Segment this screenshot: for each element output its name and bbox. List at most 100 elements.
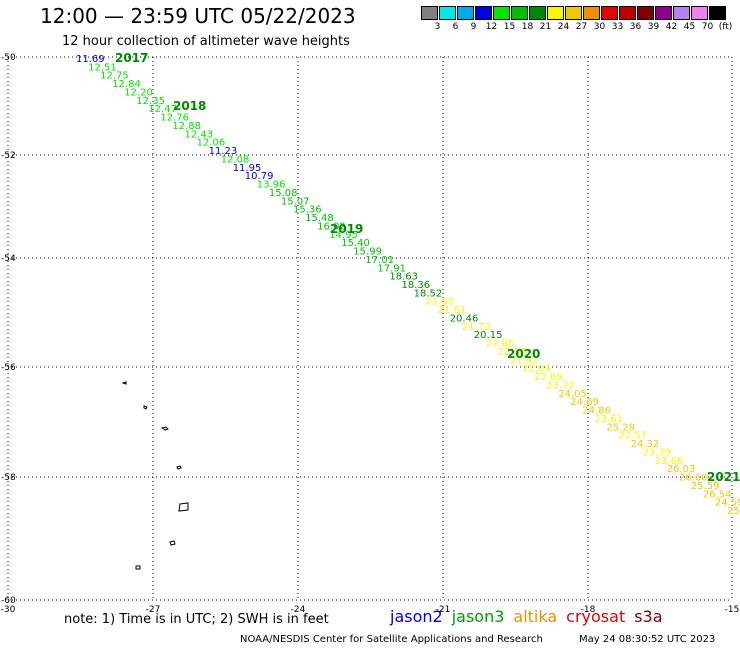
color-label: 33 (611, 22, 624, 32)
lon-tick-label: -18 (581, 605, 596, 615)
wave-height-label: 18.63 (389, 272, 418, 283)
note-text: note: 1) Time is in UTC; 2) SWH is in fe… (64, 612, 329, 627)
color-swatch (583, 6, 600, 20)
wave-height-label: 26.60 (679, 473, 708, 484)
wave-height-label: 15.40 (341, 238, 370, 249)
lon-tick-label: -30 (1, 605, 16, 615)
wave-height-label: 23.61 (594, 414, 623, 425)
color-label: 15 (503, 22, 516, 32)
color-label: 27 (575, 22, 588, 32)
wave-height-label: 12.47 (148, 104, 177, 115)
wave-height-label: 20.15 (474, 330, 503, 341)
satellite-cryosat: cryosat (566, 607, 626, 626)
wave-height-label: 14.95 (329, 230, 358, 241)
island (135, 565, 141, 570)
color-swatch (709, 6, 726, 20)
color-swatch (655, 6, 672, 20)
chart-title: 12:00 — 23:59 UTC 05/22/2023 (40, 4, 356, 28)
color-label: 36 (629, 22, 642, 32)
wave-height-label: 12.43 (185, 129, 214, 140)
wave-height-label: 12.76 (160, 113, 189, 124)
color-label: 42 (665, 22, 678, 32)
year-label: 2018 (173, 99, 206, 113)
wave-height-label: 12.75 (100, 71, 129, 82)
wave-height-label: 23.72 (546, 380, 575, 391)
color-label: 6 (452, 22, 459, 32)
wave-height-label: 12.08 (221, 154, 250, 165)
wave-height-label: 17.91 (377, 263, 406, 274)
color-label: (ft) (718, 22, 733, 32)
color-swatch (439, 6, 456, 20)
wave-height-label: 22.69 (534, 372, 563, 383)
wave-height-label: 15.99 (353, 247, 382, 258)
wave-height-label: 24.05 (558, 389, 587, 400)
wave-height-label: 15.36 (293, 205, 322, 216)
lat-tick-label: -50 (1, 53, 16, 63)
color-label: 3 (434, 22, 441, 32)
credit-text: NOAA/NESDIS Center for Satellite Applica… (240, 634, 543, 645)
lat-tick-label: -60 (1, 596, 16, 606)
wave-height-label: 24.86 (582, 406, 611, 417)
year-label: 2021 (707, 470, 740, 484)
color-label: 9 (470, 22, 477, 32)
color-label: 18 (521, 22, 534, 32)
island (121, 381, 127, 385)
year-label: 2017 (115, 51, 148, 65)
wave-height-label: 12.84 (112, 79, 141, 90)
satellite-legend: jason2 jason3 altika cryosat s3a (390, 607, 672, 626)
wave-height-label: 22.36 (498, 347, 527, 358)
color-swatch (457, 6, 474, 20)
wave-height-label: 26.54 (703, 489, 732, 500)
lat-tick-label: -54 (1, 254, 16, 264)
color-swatch (511, 6, 528, 20)
wave-height-label: 11.23 (209, 146, 238, 157)
wave-height-label: 12.06 (197, 138, 226, 149)
chart-subtitle: 12 hour collection of altimeter wave hei… (62, 34, 350, 49)
color-label: 12 (485, 22, 498, 32)
lat-tick-label: -58 (1, 473, 16, 483)
wave-height-label: 25.59 (691, 481, 720, 492)
year-label: 2020 (507, 347, 540, 361)
wave-height-label: 24.59 (715, 498, 740, 509)
lon-tick-label: -24 (291, 605, 306, 615)
island (169, 540, 176, 546)
wave-height-label: 12.35 (136, 96, 165, 107)
wave-height-label: 11.95 (233, 163, 262, 174)
wave-height-label: 12.88 (172, 121, 201, 132)
lon-tick-label: -27 (146, 605, 161, 615)
wave-height-label: 22.85 (486, 339, 515, 350)
lat-tick-label: -52 (1, 151, 16, 161)
wave-height-label: 10.79 (245, 171, 274, 182)
timestamp-text: May 24 08:30:52 UTC 2023 (579, 634, 716, 645)
color-swatch (493, 6, 510, 20)
color-swatch (691, 6, 708, 20)
islands (121, 381, 189, 570)
wave-height-label: 13.96 (257, 180, 286, 191)
color-swatch (547, 6, 564, 20)
color-label: 70 (701, 22, 714, 32)
island (176, 465, 182, 470)
map-grid: -30 -27 -24 -21 -18 -15 -50 -52 -54 -56 -58 -60 (1, 53, 740, 615)
island (178, 502, 189, 512)
wave-height-label: 21.81 (438, 305, 467, 316)
island (160, 426, 169, 431)
wave-height-label: 25.29 (606, 422, 635, 433)
wave-height-label: 11.69 (76, 54, 105, 65)
wave-height-label: 18.36 (402, 280, 431, 291)
wave-height-label: 24.69 (570, 397, 599, 408)
wave-height-label: 12.51 (88, 62, 117, 73)
wave-height-label: 25 (727, 506, 740, 517)
satellite-jason2: jason2 (390, 607, 443, 626)
wave-height-label: 23.66 (655, 456, 684, 467)
wave-height-label: 15.07 (281, 196, 310, 207)
color-label: 21 (539, 22, 552, 32)
color-swatch (637, 6, 654, 20)
color-swatch (529, 6, 546, 20)
color-label: 30 (593, 22, 606, 32)
wave-height-label: 12.20 (124, 88, 153, 99)
lon-tick-label: -15 (725, 605, 740, 615)
island (143, 405, 148, 410)
satellite-s3a: s3a (634, 607, 663, 626)
wave-height-label: 22.57 (619, 431, 648, 442)
wave-height-label: 17.01 (365, 255, 394, 266)
